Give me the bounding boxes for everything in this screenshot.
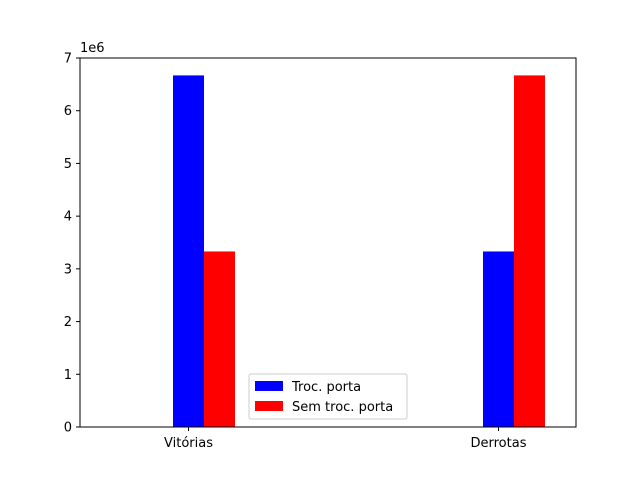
legend-label: Troc. porta: [291, 380, 361, 395]
y-tick-label: 3: [64, 262, 72, 277]
y-tick-label: 1: [64, 368, 72, 383]
y-tick-label: 6: [64, 104, 72, 119]
x-tick-label: Vitórias: [164, 436, 213, 451]
legend: Troc. porta Sem troc. porta: [248, 373, 408, 420]
axes-frame: [79, 57, 577, 428]
bars-layer: [173, 75, 545, 427]
y-tick-label: 5: [64, 157, 72, 172]
bar-sem-troc-porta-0: [204, 251, 235, 427]
y-axis: 0 1 2 3 4 5 6 7: [64, 52, 80, 436]
y-tick-label: 7: [64, 52, 72, 67]
bar-sem-troc-porta-1: [514, 75, 545, 427]
legend-swatch: [255, 381, 283, 391]
legend-label: Sem troc. porta: [292, 400, 393, 415]
y-tick-label: 2: [64, 315, 72, 330]
y-axis-offset-label: 1e6: [80, 41, 105, 56]
legend-box: [248, 373, 408, 420]
x-axis: Vitórias Derrotas: [164, 427, 527, 451]
y-tick-label: 4: [64, 210, 72, 225]
y-tick-label: 0: [64, 421, 72, 436]
bar-troc-porta-1: [483, 251, 514, 427]
legend-swatch: [255, 401, 283, 411]
bar-troc-porta-0: [173, 75, 204, 427]
x-tick-label: Derrotas: [471, 436, 527, 451]
